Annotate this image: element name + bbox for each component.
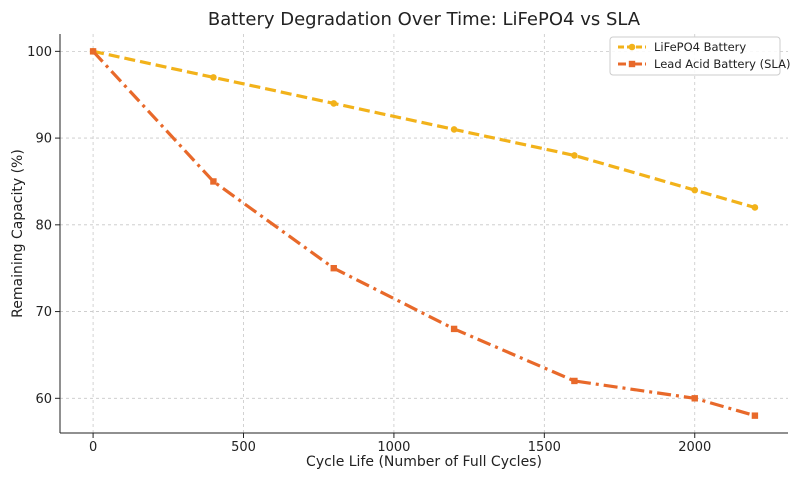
data-point — [691, 186, 699, 194]
x-tick-label: 2000 — [678, 440, 711, 455]
x-tick-label: 500 — [231, 440, 256, 455]
series — [89, 48, 759, 419]
x-tick-label: 1500 — [528, 440, 561, 455]
data-point — [751, 204, 759, 211]
axes — [59, 34, 788, 434]
data-point — [691, 395, 698, 402]
x-axis-title: Cycle Life (Number of Full Cycles) — [306, 454, 542, 470]
legend-box — [609, 36, 781, 76]
chart-title: Battery Degradation Over Time: LiFePO4 v… — [208, 9, 641, 30]
x-tick-label: 1000 — [377, 440, 410, 455]
legend-marker — [628, 43, 636, 51]
legend-label: LiFePO4 Battery — [654, 40, 746, 54]
data-point — [210, 74, 217, 81]
ticks: 0 500 1000 1500 2000 60 70 80 90 100 — [27, 45, 711, 455]
data-point — [210, 178, 217, 185]
y-tick-label: 80 — [35, 218, 52, 233]
data-point — [330, 100, 338, 107]
y-tick-label: 70 — [35, 305, 52, 320]
x-tick-label: 0 — [89, 440, 97, 455]
data-point — [751, 412, 759, 419]
data-point — [89, 48, 97, 55]
data-point — [330, 264, 337, 272]
data-point — [450, 126, 458, 133]
legend-item: Lead Acid Battery (SLA) — [618, 57, 790, 71]
legend-item: LiFePO4 Battery — [618, 40, 746, 54]
y-axis-title: Remaining Capacity (%) — [10, 149, 26, 318]
series-sla — [89, 48, 759, 419]
y-tick-label: 60 — [35, 392, 52, 407]
legend: LiFePO4 Battery Lead Acid Battery (SLA) — [609, 36, 790, 76]
legend-marker — [628, 60, 636, 68]
legend-label: Lead Acid Battery (SLA) — [654, 57, 790, 71]
data-point — [571, 377, 578, 385]
y-tick-label: 100 — [27, 45, 52, 60]
data-point — [571, 152, 578, 159]
data-point — [450, 325, 458, 333]
y-tick-label: 90 — [35, 132, 52, 147]
